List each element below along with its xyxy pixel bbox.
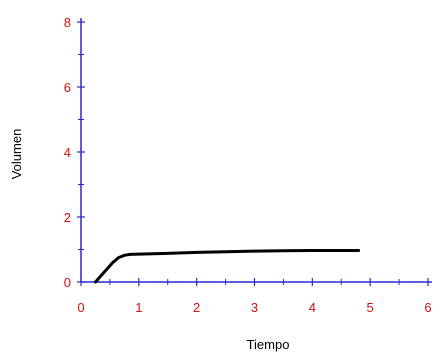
x-axis-title: Tiempo — [247, 337, 290, 352]
x-tick-label: 1 — [135, 300, 142, 315]
x-tick-label: 4 — [309, 300, 316, 315]
axes — [80, 18, 432, 283]
y-axis-title: Volumen — [9, 129, 24, 180]
y-tick-label: 8 — [64, 15, 71, 30]
x-tick-label: 2 — [193, 300, 200, 315]
y-tick-label: 4 — [64, 145, 71, 160]
ticks: 0 1 2 3 4 5 6 0 2 4 6 8 — [64, 15, 432, 315]
y-tick-label: 0 — [64, 275, 71, 290]
x-tick-label: 5 — [367, 300, 374, 315]
x-tick-label: 6 — [424, 300, 431, 315]
series-line — [94, 249, 361, 284]
y-tick-label: 2 — [64, 210, 71, 225]
x-tick-label: 0 — [77, 300, 84, 315]
series-lines — [94, 249, 361, 284]
y-tick-label: 6 — [64, 80, 71, 95]
x-tick-label: 3 — [251, 300, 258, 315]
